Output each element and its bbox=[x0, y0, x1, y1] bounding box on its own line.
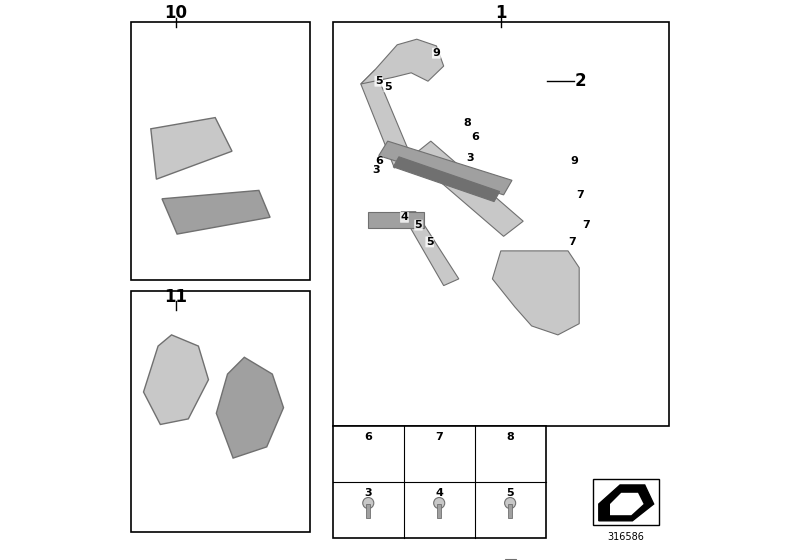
Bar bbox=[333, 22, 669, 426]
Bar bbox=[333, 426, 546, 538]
Bar bbox=[508, 504, 512, 517]
Text: 10: 10 bbox=[165, 4, 187, 22]
Text: 3: 3 bbox=[466, 153, 474, 163]
Text: 7: 7 bbox=[435, 432, 443, 442]
Polygon shape bbox=[411, 141, 523, 236]
Bar bbox=[131, 22, 310, 280]
Text: 7: 7 bbox=[577, 190, 584, 200]
Text: 5: 5 bbox=[384, 82, 391, 92]
Polygon shape bbox=[394, 157, 500, 202]
Polygon shape bbox=[216, 357, 283, 458]
Bar bbox=[366, 504, 370, 517]
Text: 8: 8 bbox=[463, 118, 471, 128]
Text: 7: 7 bbox=[569, 237, 576, 247]
Text: 5: 5 bbox=[414, 220, 422, 230]
Polygon shape bbox=[361, 39, 444, 84]
Text: 5: 5 bbox=[506, 488, 514, 498]
Text: 7: 7 bbox=[582, 220, 590, 230]
Polygon shape bbox=[378, 141, 512, 195]
Polygon shape bbox=[151, 118, 232, 179]
Circle shape bbox=[434, 497, 445, 508]
Text: 1: 1 bbox=[495, 4, 506, 22]
Text: 9: 9 bbox=[433, 48, 440, 58]
Text: 4: 4 bbox=[435, 488, 443, 498]
Polygon shape bbox=[143, 335, 209, 424]
Text: 3: 3 bbox=[373, 165, 380, 175]
Text: 5: 5 bbox=[426, 237, 434, 247]
Bar bbox=[437, 504, 442, 517]
Text: 5: 5 bbox=[375, 76, 382, 86]
Circle shape bbox=[505, 497, 516, 508]
Text: 2: 2 bbox=[574, 72, 586, 90]
Text: 316586: 316586 bbox=[608, 532, 645, 542]
Polygon shape bbox=[162, 190, 270, 234]
Text: 6: 6 bbox=[472, 132, 479, 142]
Text: 9: 9 bbox=[570, 156, 578, 166]
Text: 11: 11 bbox=[165, 288, 187, 306]
Polygon shape bbox=[401, 212, 458, 286]
Polygon shape bbox=[367, 212, 423, 228]
Text: 6: 6 bbox=[364, 432, 372, 442]
Text: 3: 3 bbox=[365, 488, 372, 498]
Text: 6: 6 bbox=[374, 156, 382, 166]
Polygon shape bbox=[598, 485, 654, 521]
Bar bbox=[593, 479, 659, 525]
Text: 4: 4 bbox=[401, 212, 409, 222]
Circle shape bbox=[362, 497, 374, 508]
Polygon shape bbox=[361, 70, 411, 168]
Polygon shape bbox=[492, 251, 579, 335]
Polygon shape bbox=[610, 493, 643, 515]
Bar bbox=[131, 291, 310, 532]
Text: 8: 8 bbox=[506, 432, 514, 442]
